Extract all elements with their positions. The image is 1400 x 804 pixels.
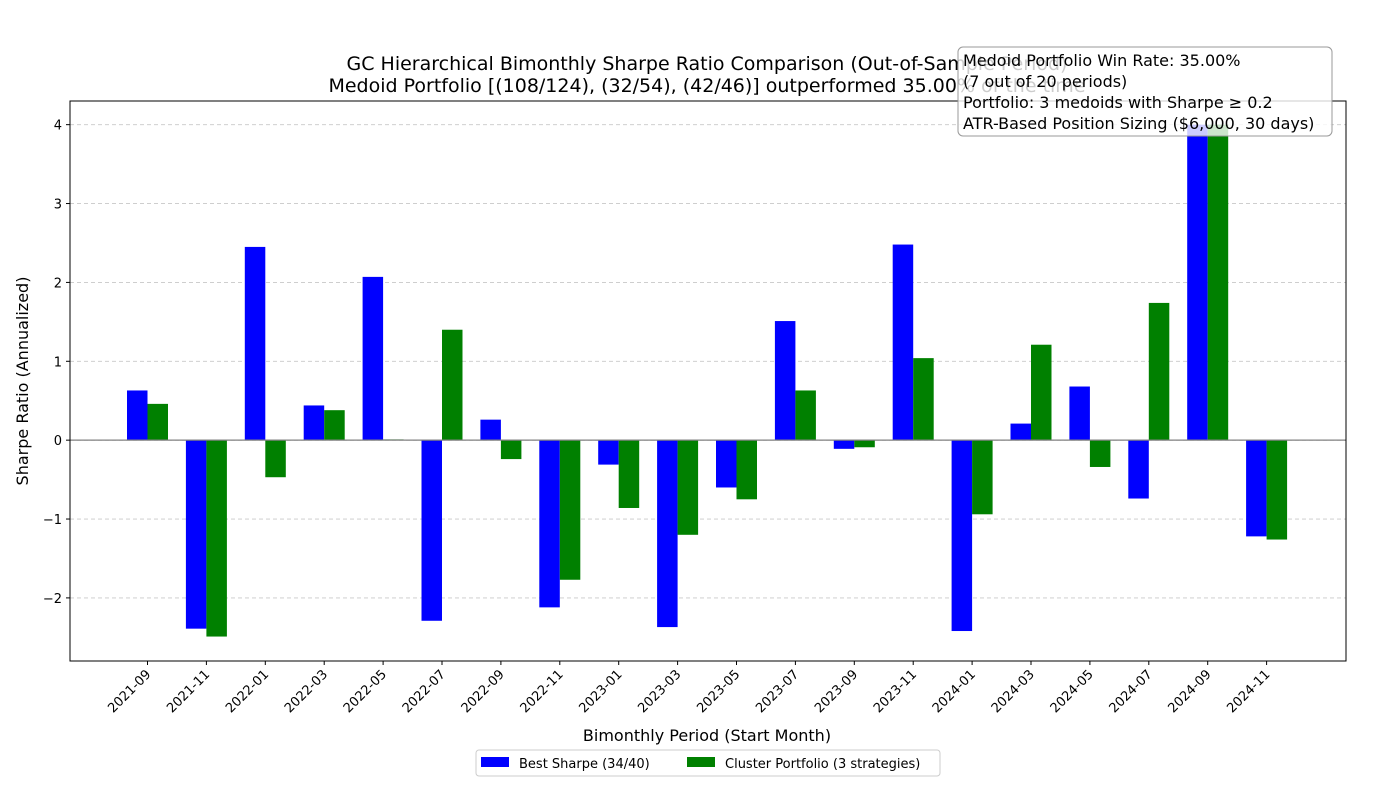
bar-cluster-portfolio-2022-11 xyxy=(559,440,581,580)
bar-cluster-portfolio-2023-11 xyxy=(913,358,934,441)
x-tick-label: 2023-03 xyxy=(635,667,684,716)
bar-cluster-portfolio-2021-09 xyxy=(147,403,168,441)
legend: Best Sharpe (34/40) Cluster Portfolio (3… xyxy=(475,749,941,777)
bar-cluster-portfolio-2022-01 xyxy=(265,440,286,478)
bar-cluster-portfolio-2024-07 xyxy=(1148,302,1170,441)
bar-cluster-portfolio-2024-11 xyxy=(1266,440,1288,540)
bar-cluster-portfolio-2023-03 xyxy=(677,440,699,535)
info-line-periods: (7 out of 20 periods) xyxy=(963,72,1127,91)
bar-best-sharpe-2022-03 xyxy=(303,405,325,441)
bar-best-sharpe-2023-09 xyxy=(833,440,855,449)
legend-swatch-cluster-portfolio xyxy=(687,757,715,767)
plot-frame xyxy=(69,100,1347,662)
bar-best-sharpe-2023-03 xyxy=(657,440,678,628)
bar-best-sharpe-2022-11 xyxy=(539,440,560,608)
bar-best-sharpe-2022-05 xyxy=(362,276,384,441)
bar-cluster-portfolio-2022-09 xyxy=(500,440,522,460)
bar-best-sharpe-2023-11 xyxy=(892,244,914,441)
bar-cluster-portfolio-2023-07 xyxy=(795,390,816,441)
bar-best-sharpe-2023-01 xyxy=(598,440,619,465)
x-tick-label: 2022-11 xyxy=(518,667,567,716)
bar-cluster-portfolio-2022-07 xyxy=(442,329,463,441)
x-tick-label: 2022-09 xyxy=(459,667,508,716)
y-tick-label: 2 xyxy=(54,276,62,291)
bar-cluster-portfolio-2024-05 xyxy=(1089,440,1111,467)
x-axis-label: Bimonthly Period (Start Month) xyxy=(583,726,831,745)
chart-title-line1: GC Hierarchical Bimonthly Sharpe Ratio C… xyxy=(347,53,1068,75)
info-box-frame xyxy=(957,46,1333,137)
bar-cluster-portfolio-2022-03 xyxy=(324,410,345,441)
x-tick-label: 2024-09 xyxy=(1166,667,1215,716)
bar-best-sharpe-2024-07 xyxy=(1128,440,1149,499)
bar-best-sharpe-2021-11 xyxy=(185,440,207,629)
x-tick-label: 2022-07 xyxy=(400,667,449,716)
y-axis-ticks: −2 −1 0 1 2 3 4 xyxy=(43,119,70,607)
bar-best-sharpe-2024-09 xyxy=(1187,124,1208,441)
x-axis-ticks: 2021-09 2021-11 2022-01 2022-03 2022-05 2022-… xyxy=(105,661,1273,716)
bar-best-sharpe-2021-09 xyxy=(127,390,148,441)
bar-best-sharpe-2023-05 xyxy=(716,440,737,488)
bar-best-sharpe-2024-11 xyxy=(1246,440,1267,537)
bar-best-sharpe-2022-07 xyxy=(421,440,442,621)
bar-cluster-portfolio-2024-01 xyxy=(972,440,993,515)
x-tick-label: 2024-05 xyxy=(1048,667,1097,716)
bar-cluster-portfolio-2021-11 xyxy=(206,440,227,637)
info-line-position-sizing: ATR-Based Position Sizing ($6,000, 30 da… xyxy=(963,114,1314,133)
chart-title-line2: Medoid Portfolio [(108/124), (32/54), (4… xyxy=(328,75,1085,97)
bar-best-sharpe-2023-07 xyxy=(774,321,796,441)
y-axis-label: Sharpe Ratio (Annualized) xyxy=(13,277,32,486)
legend-label-best-sharpe: Best Sharpe (34/40) xyxy=(519,757,650,772)
info-line-portfolio: Portfolio: 3 medoids with Sharpe ≥ 0.2 xyxy=(963,93,1273,112)
x-tick-label: 2023-05 xyxy=(694,667,743,716)
x-tick-label: 2023-07 xyxy=(753,667,802,716)
x-tick-label: 2024-11 xyxy=(1224,667,1273,716)
x-tick-label: 2022-05 xyxy=(341,667,390,716)
bar-best-sharpe-2024-03 xyxy=(1010,423,1031,441)
y-tick-label: 0 xyxy=(54,434,62,449)
bar-layer xyxy=(127,124,1288,637)
x-tick-label: 2023-09 xyxy=(812,667,861,716)
bar-best-sharpe-2022-09 xyxy=(480,419,501,441)
x-tick-label: 2024-07 xyxy=(1107,667,1156,716)
legend-swatch-best-sharpe xyxy=(481,757,509,767)
x-tick-label: 2021-09 xyxy=(105,667,154,716)
y-tick-label: 4 xyxy=(54,119,62,134)
info-box: Medoid Portfolio Win Rate: 35.00% (7 out… xyxy=(957,46,1333,137)
y-tick-label: −2 xyxy=(43,592,62,607)
x-tick-label: 2022-03 xyxy=(282,667,331,716)
x-tick-label: 2022-01 xyxy=(223,667,272,716)
bar-best-sharpe-2024-05 xyxy=(1069,386,1090,441)
x-tick-label: 2021-11 xyxy=(164,667,213,716)
y-tick-label: −1 xyxy=(43,513,62,528)
x-tick-label: 2024-03 xyxy=(989,667,1038,716)
bar-cluster-portfolio-2024-09 xyxy=(1207,124,1229,441)
bar-best-sharpe-2024-01 xyxy=(951,440,973,632)
bar-cluster-portfolio-2023-01 xyxy=(618,440,640,508)
y-tick-label: 1 xyxy=(54,355,62,370)
bar-cluster-portfolio-2023-09 xyxy=(854,440,875,448)
bar-best-sharpe-2022-01 xyxy=(244,246,266,441)
info-line-win-rate: Medoid Portfolio Win Rate: 35.00% xyxy=(963,51,1241,70)
legend-label-cluster-portfolio: Cluster Portfolio (3 strategies) xyxy=(725,757,920,772)
x-tick-label: 2023-11 xyxy=(871,667,920,716)
x-tick-label: 2024-01 xyxy=(930,667,979,716)
y-tick-label: 3 xyxy=(54,198,62,213)
x-tick-label: 2023-01 xyxy=(577,667,626,716)
bar-cluster-portfolio-2023-05 xyxy=(736,440,757,500)
bar-cluster-portfolio-2024-03 xyxy=(1031,344,1052,441)
